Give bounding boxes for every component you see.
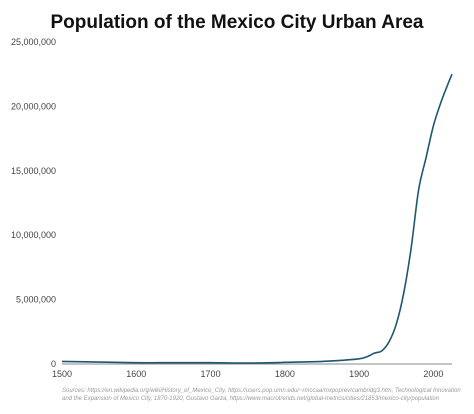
y-axis-ticks: 0 5,000,000 10,000,000 15,000,000 20,000,000… — [11, 37, 56, 369]
series-group — [61, 73, 453, 364]
y-tick-label: 0 — [51, 359, 56, 369]
x-tick-label: 1800 — [275, 369, 295, 379]
y-tick-label: 5,000,000 — [16, 295, 56, 305]
x-tick-label: 1700 — [201, 369, 221, 379]
x-tick-label: 1900 — [349, 369, 369, 379]
x-tick-label: 1500 — [52, 369, 72, 379]
y-tick-label: 25,000,000 — [11, 37, 56, 47]
x-tick-label: 1600 — [126, 369, 146, 379]
x-tick-label: 2000 — [423, 369, 443, 379]
y-tick-label: 20,000,000 — [11, 101, 56, 111]
sources-note: Sources: https://en.wikipedia.org/wiki/H… — [62, 388, 461, 402]
chart-title: Population of the Mexico City Urban Area — [50, 12, 424, 33]
y-tick-label: 10,000,000 — [11, 230, 56, 240]
x-axis-ticks: 1500 1600 1700 1800 1900 2000 — [52, 369, 443, 379]
y-tick-label: 15,000,000 — [11, 166, 56, 176]
population-line — [61, 73, 453, 364]
